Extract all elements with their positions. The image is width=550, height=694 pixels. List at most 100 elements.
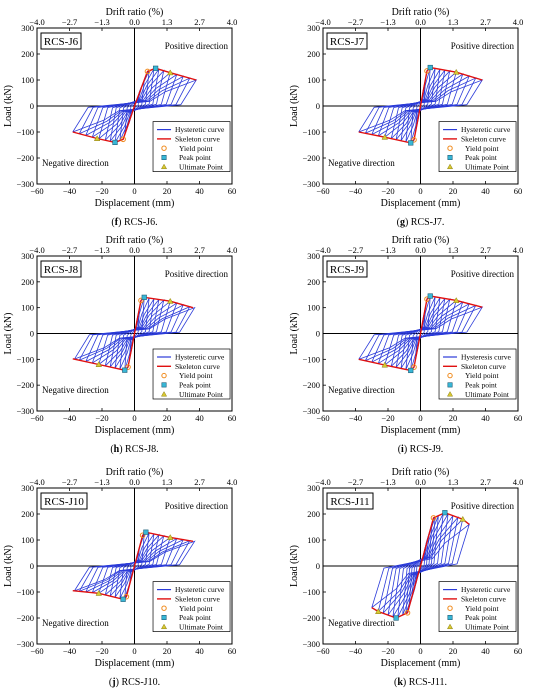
x-tick-label: 0	[132, 646, 136, 656]
legend-peak-swatch	[447, 382, 453, 388]
yield-point-marker	[411, 364, 417, 370]
y-axis-title: Load (kN)	[3, 85, 14, 127]
top-tick-label: 1.3	[448, 477, 459, 487]
ultimate-point-marker	[95, 589, 102, 596]
legend-entry: Hysteretic curve	[461, 125, 511, 134]
positive-direction-label: Positive direction	[451, 41, 515, 51]
legend-entry: Ultimate Point	[179, 622, 224, 631]
y-tick-label: 200	[21, 277, 34, 287]
legend-ultimate-swatch	[446, 163, 454, 170]
peak-point-marker	[112, 139, 118, 146]
x-tick-label: 20	[163, 646, 172, 656]
top-tick-label: 4.0	[227, 17, 238, 27]
y-tick-label: 300	[21, 23, 34, 33]
top-tick-label: 0.0	[415, 477, 426, 487]
legend-peak-swatch	[161, 155, 167, 161]
peak-point-marker	[408, 367, 414, 374]
negative-direction-label: Negative direction	[42, 158, 109, 168]
top-tick-label: 2.7	[480, 477, 491, 487]
skeleton-curve	[371, 511, 470, 619]
legend-ultimate-swatch	[160, 163, 168, 170]
y-tick-label: 0	[316, 329, 320, 339]
top-tick-label: 4.0	[513, 477, 524, 487]
ultimate-point-marker	[95, 361, 102, 367]
x-tick-label: −20	[381, 186, 394, 196]
peak-point-marker	[427, 293, 433, 299]
top-tick-label: −4.0	[29, 477, 44, 487]
specimen-label: RCS-J6	[44, 36, 79, 48]
legend-entry: Ultimate Point	[465, 162, 510, 171]
skeleton-curve	[72, 531, 194, 601]
chart-panel-rcs-j7: −60 −40 −20 0 20 40 60−4.0 −2.7 −1.3 0.0 1.3 2.7 4.0…	[289, 7, 523, 228]
top-tick-label: −4.0	[315, 17, 330, 27]
top-axis-title: Drift ratio (%)	[392, 7, 450, 18]
y-tick-label: −100	[16, 587, 34, 597]
y-tick-label: 100	[21, 75, 34, 85]
x-tick-label: 40	[195, 186, 204, 196]
legend-ultimate-swatch	[446, 391, 454, 397]
yield-point-marker	[120, 136, 126, 143]
top-tick-label: −4.0	[315, 245, 330, 255]
x-tick-label: 60	[514, 646, 523, 656]
peak-point-marker	[408, 140, 414, 146]
x-tick-label: −60	[316, 413, 329, 423]
x-tick-label: 0	[418, 413, 422, 423]
specimen-label-box	[326, 260, 368, 278]
peak-point-marker	[442, 510, 448, 516]
x-tick-label: 20	[163, 413, 172, 423]
yield-point-marker	[404, 610, 411, 616]
peak-point-marker	[120, 596, 126, 602]
positive-direction-label: Positive direction	[451, 501, 515, 511]
x-tick-label: 40	[481, 413, 490, 423]
y-tick-label: −200	[16, 380, 34, 390]
y-axis-title: Load (kN)	[289, 85, 300, 127]
x-tick-label: −60	[316, 186, 329, 196]
legend-entry: Yield point	[179, 144, 213, 153]
legend-entry: Yield point	[465, 604, 499, 613]
x-tick-label: −40	[63, 646, 76, 656]
legend-entry: Skeleton curve	[175, 362, 220, 371]
specimen-label: RCS-J8	[44, 264, 79, 276]
legend-entry: Yield point	[179, 604, 213, 613]
specimen-label-box	[326, 492, 374, 510]
negative-direction-label: Negative direction	[328, 158, 395, 168]
x-tick-label: −40	[349, 646, 362, 656]
y-tick-label: −200	[16, 153, 34, 163]
legend-entry: Skeleton curve	[461, 595, 506, 604]
x-tick-label: −40	[349, 186, 362, 196]
top-tick-label: 4.0	[227, 245, 238, 255]
peak-point-marker	[141, 294, 147, 300]
legend-yield-swatch	[161, 605, 167, 611]
y-tick-label: 200	[21, 509, 34, 519]
ultimate-point-marker	[453, 297, 460, 303]
chart-panel-rcs-j11: −60 −40 −20 0 20 40 60−4.0 −2.7 −1.3 0.0 1.3 2.7 4.0…	[289, 467, 523, 688]
top-tick-label: 0.0	[129, 245, 140, 255]
specimen-label-box	[40, 260, 82, 278]
top-tick-label: −1.3	[94, 477, 109, 487]
x-tick-label: 60	[228, 646, 237, 656]
x-tick-label: −60	[30, 646, 43, 656]
x-tick-label: −20	[95, 413, 108, 423]
legend-entry: Skeleton curve	[461, 362, 506, 371]
top-tick-label: −2.7	[348, 17, 363, 27]
y-axis-title: Load (kN)	[289, 313, 300, 355]
y-tick-label: 200	[307, 49, 320, 59]
negative-direction-label: Negative direction	[328, 385, 395, 395]
peak-point-marker	[427, 64, 433, 71]
y-axis-title: Load (kN)	[3, 313, 14, 355]
y-tick-label: −100	[16, 354, 34, 364]
yield-point-marker	[144, 68, 151, 75]
skeleton-curve	[72, 67, 197, 144]
x-tick-label: 0	[418, 186, 422, 196]
legend-yield-swatch	[447, 372, 453, 379]
chart-panel-rcs-j8: −60 −40 −20 0 20 40 60−4.0 −2.7 −1.3 0.0 1.3 2.7 4.0…	[3, 235, 237, 455]
top-tick-label: 2.7	[480, 245, 491, 255]
x-tick-label: 60	[228, 186, 237, 196]
subfigure-caption: (f) RCS-J6.	[111, 217, 157, 228]
x-axis-title: Displacement (mm)	[95, 198, 175, 209]
legend-entry: Hysteretic curve	[461, 585, 511, 594]
y-tick-label: 0	[30, 561, 34, 571]
peak-point-marker	[153, 65, 159, 71]
